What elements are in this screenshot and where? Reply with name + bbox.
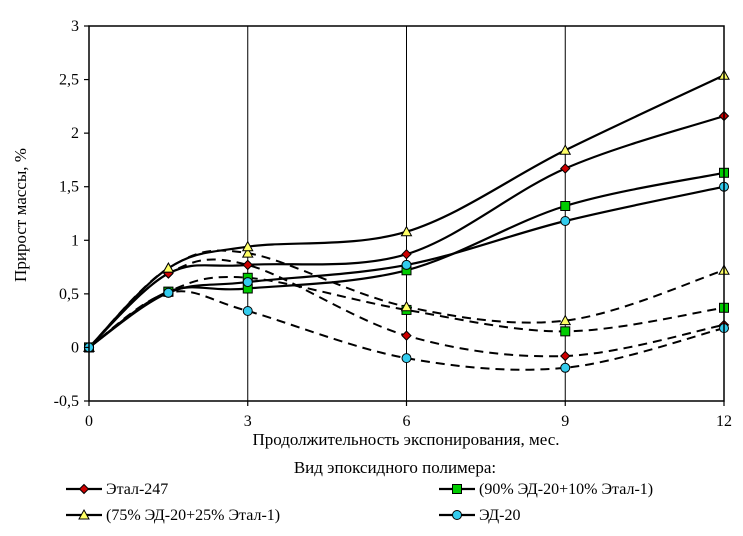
data-point-dashed-3 [559, 314, 572, 326]
y-tick-label: 0,5 [59, 286, 79, 303]
data-point-solid-3 [162, 262, 175, 273]
y-tick-label: 1 [71, 232, 79, 249]
data-point-solid-4 [401, 259, 412, 270]
data-point-solid-4 [560, 216, 571, 226]
data-point-solid-3 [400, 225, 413, 237]
y-tick-label: 2,5 [59, 72, 79, 89]
legend-marker [452, 484, 462, 494]
legend-marker [78, 483, 90, 495]
y-tick-label: -0,5 [54, 393, 79, 410]
data-point-solid-4 [163, 287, 174, 298]
data-point-dashed-1 [401, 330, 412, 341]
legend-label: ЭД-20 [479, 507, 520, 524]
x-tick-label: 0 [85, 413, 93, 430]
data-point-dashed-4 [242, 306, 253, 316]
data-point-dashed-3 [241, 247, 254, 258]
data-point-dashed-2 [560, 326, 571, 337]
legend-title: Вид эпоксидного полимера: [294, 458, 496, 477]
legend-label: (75% ЭД-20+25% Этал-1) [106, 507, 280, 524]
y-tick-label: 2 [71, 125, 79, 142]
x-tick-label: 9 [561, 413, 569, 430]
data-point-solid-1 [242, 259, 253, 271]
data-point-dashed-4 [560, 362, 571, 373]
data-point-solid-3 [241, 240, 254, 252]
x-tick-label: 6 [403, 413, 411, 430]
x-tick-label: 12 [716, 413, 732, 430]
legend: Этал-247 (90% ЭД-20+10% Этал-1) (75% ЭД-20… [66, 481, 653, 524]
y-tick-label: 0 [71, 339, 79, 356]
y-tick-label: 1,5 [59, 179, 79, 196]
data-point-solid-1 [401, 249, 412, 260]
data-point-dashed-1 [560, 350, 571, 362]
y-tick-label: 3 [71, 18, 79, 35]
data-point-solid-4 [242, 277, 253, 288]
legend-label: (90% ЭД-20+10% Этал-1) [479, 481, 653, 498]
x-tick-label: 3 [244, 413, 252, 430]
legend-marker [452, 510, 462, 520]
y-axis-title: Прирост массы, % [11, 148, 30, 282]
data-point-solid-1 [560, 163, 571, 174]
data-point-dashed-4 [401, 353, 412, 364]
y-axis-ticks: -0,5 0 0,5 1 1,5 2 2,5 3 [54, 18, 89, 410]
data-point-solid-2 [560, 201, 571, 211]
data-point-dashed-3 [400, 300, 413, 312]
legend-marker [78, 508, 90, 520]
x-axis-title: Продолжительность экспонирования, мес. [252, 430, 559, 449]
x-axis-ticks: 0 3 6 9 12 [85, 401, 732, 430]
data-point-solid-3 [559, 144, 572, 155]
legend-label: Этал-247 [106, 481, 168, 498]
